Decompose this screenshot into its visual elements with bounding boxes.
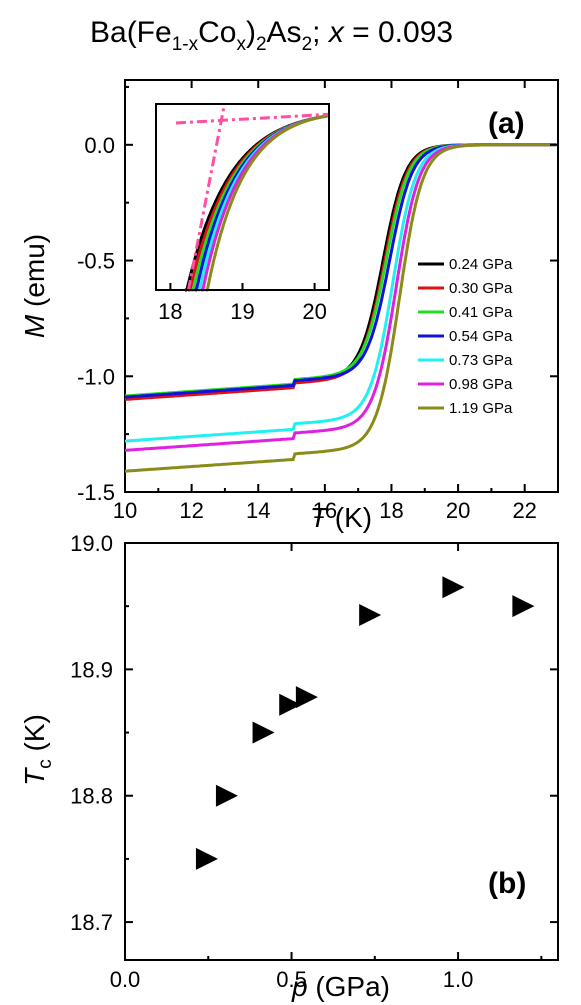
legend-label-5: 0.98 GPa (449, 376, 513, 393)
panel-a-inset: 18 19 20 (155, 103, 330, 324)
panel-b-x-tick-label-1: 0.5 (276, 967, 307, 992)
legend-label-0: 0.24 GPa (449, 256, 513, 273)
panel-b-y-axis-label: Tc (K) (19, 714, 56, 786)
panel-a-y-tick-label-3: 0.0 (84, 133, 115, 158)
panel-b-point-6 (442, 576, 465, 599)
panel-a-x-tick-label-5: 20 (446, 498, 470, 523)
panel-b-y-tick-label-0: 18.7 (70, 910, 113, 935)
inset-x-tick-label-2: 20 (302, 299, 326, 324)
panel-a-y-tick-label-2: -0.5 (77, 249, 115, 274)
legend-label-6: 1.19 GPa (449, 400, 513, 417)
panel-a-label: (a) (488, 107, 525, 140)
panel-a-x-ticks: 10 12 14 16 18 20 22 (113, 80, 559, 523)
panel-b-label: (b) (488, 867, 526, 900)
panel-b: 0.0 0.5 1.0 18.7 18.8 18.9 19.0 (b) p (GPa) T… (19, 531, 559, 1002)
legend-label-1: 0.30 GPa (449, 280, 513, 297)
panel-a-legend: 0.24 GPa 0.30 GPa 0.41 GPa 0.54 GPa 0.73 GPa… (418, 256, 513, 417)
panel-a-x-tick-label-3: 16 (313, 498, 337, 523)
panel-a-series-6 (124, 143, 557, 473)
legend-label-4: 0.73 GPa (449, 352, 513, 369)
inset-guide-lines (175, 103, 330, 291)
panel-b-x-tick-label-0: 0.0 (110, 967, 141, 992)
inset-curves (184, 114, 330, 292)
inset-series-6 (205, 114, 330, 292)
panel-a-x-tick-label-1: 12 (179, 498, 203, 523)
panel-a-x-tick-label-4: 18 (379, 498, 403, 523)
panel-b-y-tick-label-2: 18.9 (70, 657, 113, 682)
panel-b-point-5 (359, 604, 382, 627)
panel-a-curves (124, 143, 557, 473)
panel-b-x-axis-label: p (GPa) (291, 971, 390, 1002)
panel-a-y-ticks: -1.5 -1.0 -0.5 0.0 (77, 85, 558, 505)
panel-b-point-0 (195, 847, 218, 870)
figure-title: Ba(Fe1-xCox)2As2; x = 0.093 (90, 16, 453, 55)
panel-b-y-tick-label-1: 18.8 (70, 784, 113, 809)
panel-b-y-tick-label-3: 19.0 (70, 531, 113, 556)
panel-a-y-tick-label-0: -1.5 (77, 480, 115, 505)
panel-a-x-axis-label: T (K) (310, 502, 372, 533)
panel-a-frame (124, 79, 559, 493)
panel-b-points (195, 576, 535, 870)
inset-x-tick-label-1: 19 (230, 299, 254, 324)
panel-a-y-tick-label-1: -1.0 (77, 364, 115, 389)
panel-b-point-1 (215, 784, 238, 807)
panel-a: 10 12 14 16 18 20 22 -1.5-1.0-0.50.0 0.24 GPa0… (19, 79, 559, 533)
panel-a-x-tick-label-0: 10 (113, 498, 137, 523)
panel-b-x-tick-label-2: 1.0 (443, 967, 474, 992)
panel-b-y-ticks: 18.7 18.8 18.9 19.0 (70, 531, 558, 935)
panel-b-x-ticks: 0.0 0.5 1.0 (110, 543, 543, 992)
panel-b-point-3 (279, 693, 302, 716)
panel-a-y-axis-label: M (emu) (19, 234, 50, 338)
inset-x-tick-label-0: 18 (158, 299, 182, 324)
inset-x-ticks: 18 19 20 (158, 283, 327, 324)
panel-b-point-2 (252, 721, 275, 744)
inset-baseline-guide (175, 112, 330, 125)
legend-label-3: 0.54 GPa (449, 328, 513, 345)
panel-a-x-tick-label-6: 22 (512, 498, 536, 523)
panel-b-frame (124, 542, 559, 961)
panel-b-point-4 (295, 686, 318, 709)
panel-a-x-tick-label-2: 14 (246, 498, 270, 523)
legend-label-2: 0.41 GPa (449, 304, 513, 321)
inset-background (156, 104, 329, 290)
panel-b-point-7 (512, 595, 535, 618)
